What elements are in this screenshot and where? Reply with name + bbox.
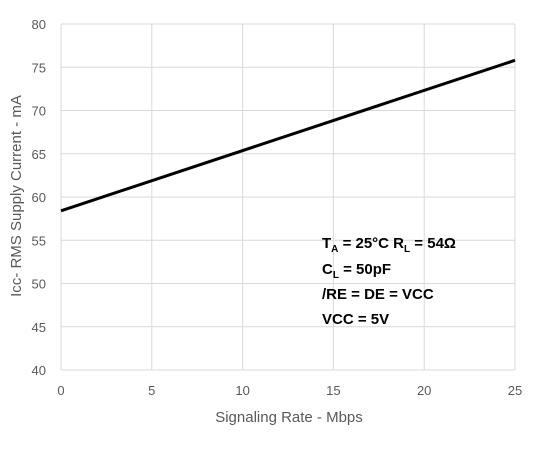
x-tick-label-10: 10 <box>235 383 249 398</box>
ta-value-and-rl: = 25°C R <box>338 235 404 252</box>
y-tick-label-80: 80 <box>32 17 46 32</box>
y-tick-label-70: 70 <box>32 104 46 119</box>
x-tick-label-0: 0 <box>57 383 64 398</box>
series-line-0 <box>60 58 516 213</box>
grid <box>60 23 516 371</box>
y-tick-label-40: 40 <box>32 363 46 378</box>
y-tick-label-65: 65 <box>32 147 46 162</box>
y-tick-label-45: 45 <box>32 320 46 335</box>
y-axis-title: Icc- RMS Supply Current - mA <box>8 95 25 297</box>
x-tick-label-25: 25 <box>508 383 522 398</box>
series-group <box>60 58 516 213</box>
annotation-line-2: CL = 50pF <box>322 261 391 281</box>
rl-subscript: L <box>404 244 410 255</box>
conditions-annotation: TA = 25°C RL = 54Ω CL = 50pF /RE = DE = … <box>322 235 456 328</box>
y-tick-label-55: 55 <box>32 233 46 248</box>
annotation-line-1: TA = 25°C RL = 54Ω <box>322 235 456 255</box>
annotation-line-4: VCC = 5V <box>322 311 389 328</box>
x-tick-label-20: 20 <box>417 383 431 398</box>
cl-symbol: C <box>322 261 333 278</box>
x-axis-title: Signaling Rate - Mbps <box>215 409 363 426</box>
x-tick-label-15: 15 <box>326 383 340 398</box>
ta-symbol: T <box>322 235 331 252</box>
annotation-line-3: /RE = DE = VCC <box>322 286 434 303</box>
tick-labels: 40 45 50 55 60 65 70 75 80 0 5 10 15 20 25 <box>32 17 523 398</box>
ta-subscript: A <box>331 244 338 255</box>
cl-subscript: L <box>333 270 339 281</box>
cl-value: = 50pF <box>339 261 391 278</box>
y-tick-label-50: 50 <box>32 277 46 292</box>
y-tick-label-60: 60 <box>32 190 46 205</box>
y-tick-label-75: 75 <box>32 60 46 75</box>
x-tick-label-5: 5 <box>148 383 155 398</box>
rl-value: = 54Ω <box>410 235 456 252</box>
